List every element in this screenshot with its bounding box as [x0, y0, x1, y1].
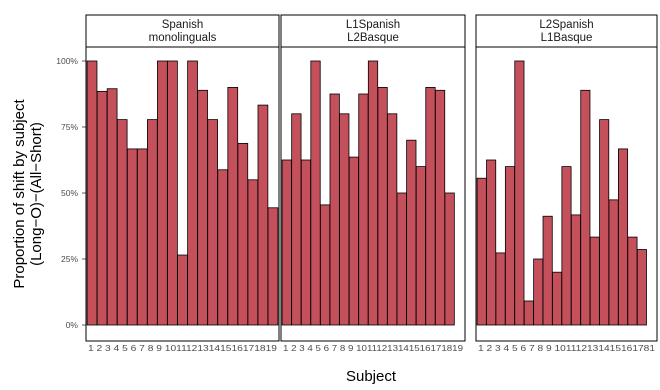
bar	[589, 236, 600, 326]
bar	[329, 93, 340, 326]
bar	[444, 192, 455, 326]
facet-strip-label: L1Basque	[541, 32, 593, 44]
bar	[415, 166, 426, 326]
bar	[608, 199, 619, 326]
x-tick-labels: 1 2 3 4 5 6 7 8 9 10111213141516171819	[283, 344, 464, 353]
x-tick-labels: 1 2 3 4 5 6 7 8 9 101112131415161781	[478, 344, 656, 353]
bar	[217, 169, 229, 326]
y-axis-title: Proportion of shift by subject (Long−O)−…	[11, 99, 45, 289]
panel-border	[85, 46, 280, 342]
bar	[157, 60, 168, 326]
bar	[291, 113, 302, 326]
bar	[367, 60, 379, 326]
y-tick-label: 25%	[61, 254, 78, 264]
bar	[126, 148, 138, 326]
bar	[627, 236, 638, 326]
y-axis-title-line2: (Long−O)−(All−Short)	[28, 122, 45, 266]
bar	[406, 139, 417, 326]
y-tick-label: 75%	[61, 122, 78, 132]
facet-strip	[85, 14, 280, 48]
bar	[504, 166, 515, 326]
x-tick-labels: 1 2 3 4 5 6 7 8 9 10111213141516171819	[88, 344, 278, 353]
bar	[542, 215, 553, 326]
bar	[618, 148, 629, 326]
bar	[167, 60, 178, 326]
bar	[177, 254, 188, 326]
bar	[486, 159, 497, 326]
facet-strip-label: L2Basque	[347, 32, 399, 44]
y-tick-label: 50%	[61, 188, 78, 198]
panel-border	[475, 46, 658, 342]
y-tick-label: 100%	[56, 56, 78, 66]
bar	[147, 119, 158, 326]
bar	[247, 179, 259, 326]
bar	[86, 60, 98, 326]
bar	[339, 113, 350, 326]
bar	[227, 87, 239, 326]
bar	[320, 204, 331, 326]
bar	[106, 88, 118, 326]
bar	[599, 119, 610, 326]
bar	[300, 159, 312, 326]
bar	[514, 60, 525, 326]
bar	[561, 166, 572, 326]
x-axis-title: Subject	[346, 368, 397, 385]
facet-strip-label: Spanish	[162, 19, 204, 31]
bar	[310, 60, 321, 326]
bar	[636, 249, 647, 326]
facet-strip-label: L2Spanish	[539, 19, 593, 31]
bar	[387, 113, 398, 326]
bar	[197, 89, 208, 326]
bar	[358, 93, 369, 326]
bar	[237, 142, 249, 326]
y-axis-ticks: 0% 25% 50% 75% 100%	[56, 56, 86, 330]
facet-strip	[475, 14, 658, 48]
bar	[495, 252, 506, 326]
bar	[348, 156, 359, 326]
bar	[396, 192, 407, 326]
bar	[425, 87, 436, 326]
bar	[377, 87, 388, 326]
bar	[434, 89, 446, 326]
bar	[96, 90, 108, 326]
y-axis-title-line1: Proportion of shift by subject	[11, 99, 28, 289]
bar	[116, 119, 128, 326]
bar	[580, 89, 591, 326]
facet-strip-label: monolinguals	[149, 32, 217, 44]
bar	[136, 148, 148, 326]
bar	[257, 104, 269, 326]
bar	[267, 207, 279, 326]
bar	[570, 214, 581, 326]
y-tick-label: 0%	[66, 320, 79, 330]
panel-border	[280, 46, 466, 342]
bar	[476, 177, 487, 326]
bar	[281, 159, 292, 326]
bar	[187, 60, 198, 326]
bar	[552, 271, 563, 326]
bar	[207, 119, 218, 326]
facet-strip-label: L1Spanish	[346, 19, 400, 31]
bar	[533, 258, 544, 326]
facet-strip	[280, 14, 466, 48]
bar	[523, 300, 534, 326]
